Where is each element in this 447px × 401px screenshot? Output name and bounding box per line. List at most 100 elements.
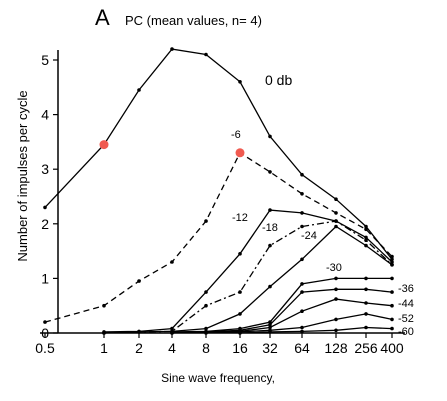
data-point: [300, 192, 304, 196]
series-label: -36: [398, 283, 414, 295]
x-tick-label: 1: [100, 340, 108, 356]
data-point: [390, 254, 394, 259]
x-tick-label: 0.5: [35, 340, 55, 356]
data-point: [300, 290, 304, 294]
data-point: [102, 331, 106, 335]
data-point: [170, 260, 174, 264]
data-point: [390, 257, 394, 262]
highlighted-point: [235, 148, 245, 158]
series-lines: [43, 47, 394, 335]
data-point: [204, 290, 208, 294]
series-label: -6: [231, 129, 241, 141]
x-tick-label: 256: [354, 340, 378, 356]
data-point: [238, 312, 242, 316]
data-point: [268, 170, 272, 174]
data-point: [268, 330, 272, 334]
data-point: [268, 323, 272, 327]
series-label: -30: [326, 262, 342, 274]
chart-title: PC (mean values, n= 4): [125, 13, 262, 28]
data-point: [390, 303, 394, 308]
x-tick-label: 4: [168, 340, 176, 356]
data-point: [204, 331, 208, 335]
series-line: [171, 298, 393, 334]
x-tick-label: 400: [380, 340, 404, 356]
data-point: [334, 211, 338, 215]
data-point: [334, 297, 338, 301]
data-point: [300, 309, 304, 314]
series-labels: 0 db -6 -12 -18 -24 -30 -36 -44 -52-60: [231, 72, 414, 338]
series-label: -18: [262, 222, 278, 234]
highlighted-point: [99, 140, 109, 150]
data-point: [300, 224, 304, 229]
data-point: [268, 134, 272, 139]
data-point: [300, 329, 304, 334]
series-line: [44, 151, 393, 323]
series-line: [103, 225, 393, 334]
data-point: [334, 219, 338, 223]
data-point: [300, 282, 304, 286]
data-point: [137, 279, 141, 283]
data-point: [390, 260, 394, 264]
panel-label: A: [95, 5, 110, 30]
series-label: -44: [398, 298, 414, 310]
x-tick-label: 16: [232, 340, 248, 356]
y-tick-label: 3: [41, 161, 49, 177]
data-point: [364, 301, 368, 305]
data-point: [390, 276, 394, 281]
series-line: [44, 48, 393, 260]
series-label: -24: [301, 230, 317, 242]
series-line: [171, 288, 393, 334]
series-label: -60: [398, 326, 414, 338]
data-point: [137, 88, 141, 92]
data-point: [334, 328, 338, 333]
y-tick-label: 4: [41, 107, 49, 123]
data-point: [390, 326, 394, 331]
data-point: [390, 317, 394, 322]
data-point: [102, 303, 106, 308]
data-point: [43, 320, 47, 324]
data-point: [268, 243, 272, 248]
data-point: [334, 224, 338, 229]
series-line: [103, 209, 393, 333]
series-line: [239, 326, 393, 334]
data-point: [238, 80, 242, 84]
data-point: [204, 303, 208, 308]
x-tick-label: 32: [262, 340, 278, 356]
data-point: [364, 238, 368, 242]
data-point: [334, 287, 338, 292]
x-tick-label: 2: [135, 340, 143, 356]
series-label: -52: [398, 313, 414, 325]
data-point: [170, 326, 174, 331]
data-point: [238, 290, 242, 294]
data-point: [170, 47, 174, 51]
x-tick-label: 128: [324, 340, 348, 356]
series-label: -12: [232, 212, 248, 224]
y-tick-label: 5: [41, 52, 49, 68]
data-point: [300, 211, 304, 215]
data-point: [300, 257, 304, 262]
data-point: [204, 326, 208, 331]
series-label: 0 db: [265, 72, 292, 88]
data-point: [238, 252, 242, 256]
data-point: [170, 331, 174, 335]
data-point: [137, 330, 141, 334]
data-point: [390, 290, 394, 294]
data-point: [364, 224, 368, 229]
data-point: [364, 312, 368, 316]
data-point: [268, 325, 272, 330]
data-point: [43, 205, 47, 210]
data-point: [204, 52, 208, 57]
data-point: [364, 243, 368, 248]
data-point: [300, 172, 304, 177]
data-point: [300, 325, 304, 330]
x-axis-label: Sine wave frequency,: [161, 371, 275, 385]
data-point: [364, 227, 368, 232]
data-point: [364, 235, 368, 240]
data-point: [268, 208, 272, 212]
y-tick-label: 2: [41, 216, 49, 232]
data-point: [334, 197, 338, 201]
data-point: [334, 276, 338, 281]
y-axis-label: Number of impulses per cycle: [15, 90, 30, 261]
